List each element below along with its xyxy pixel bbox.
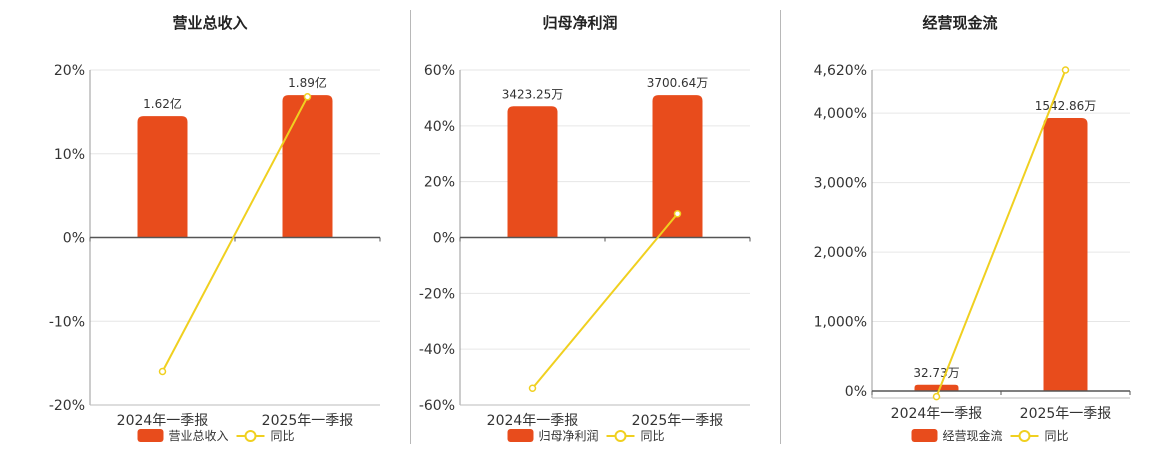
bar-value-label: 3700.64万 (647, 76, 709, 90)
legend-line-marker (614, 430, 627, 442)
legend-bar-label: 归母净利润 (539, 429, 599, 443)
y-tick-label: 20% (424, 175, 455, 191)
y-tick-label: -40% (419, 342, 455, 358)
yoy-point (932, 392, 941, 401)
legend-line-label: 同比 (1045, 429, 1069, 443)
x-category-label: 2024年一季报 (891, 406, 983, 422)
bar-value-label: 1.62亿 (143, 96, 182, 111)
bar-value-label: 1542.86万 (1035, 99, 1097, 113)
x-category-label: 2025年一季报 (1020, 406, 1112, 422)
legend-line-marker (1018, 430, 1031, 442)
yoy-line (161, 96, 309, 372)
net-profit-chart: 归母净利润 60% 40% 20% 0% -20% -40% -60% 3423.25万 3700… (419, 14, 751, 443)
bar (282, 95, 333, 238)
bar (914, 384, 959, 392)
chart-panel-revenue: 营业总收入 20% 10% 0% -10% -20% 1.62亿 1.89亿 2024年一季报 2… (0, 0, 381, 450)
yoy-point (158, 367, 167, 376)
chart-title: 营业总收入 (172, 14, 247, 32)
bar-value-label: 3423.25万 (502, 87, 564, 101)
y-tick-label: -60% (419, 398, 455, 414)
y-tick-label: -10% (49, 314, 85, 330)
y-tick-label: 0% (63, 231, 85, 247)
yoy-point (1061, 66, 1070, 74)
y-tick-label: 60% (424, 63, 455, 79)
bar (137, 116, 188, 238)
legend-bar-swatch (137, 429, 164, 442)
yoy-point (528, 384, 537, 392)
x-category-label: 2024年一季报 (117, 413, 209, 429)
x-category-label: 2025年一季报 (262, 413, 354, 429)
x-category-label: 2025年一季报 (632, 413, 724, 429)
chart-title: 归母净利润 (542, 14, 617, 32)
bar-value-label: 32.73万 (913, 366, 959, 380)
y-tick-label: -20% (419, 286, 455, 302)
chart-title: 经营现金流 (922, 14, 997, 32)
panel-divider (780, 10, 781, 444)
yoy-line (935, 69, 1067, 397)
legend-bar-swatch (911, 429, 938, 442)
yoy-point (303, 93, 312, 101)
y-tick-label: 1,000% (814, 315, 867, 331)
revenue-chart: 营业总收入 20% 10% 0% -10% -20% 1.62亿 1.89亿 2024年一季报 2… (49, 14, 381, 443)
chart-panel-net-profit: 归母净利润 60% 40% 20% 0% -20% -40% -60% 3423.25万 3700… (370, 0, 751, 450)
bar (1043, 117, 1088, 392)
panel-divider (410, 10, 411, 444)
y-tick-label: 3,000% (814, 176, 867, 192)
y-tick-label: 0% (845, 384, 867, 400)
bar (652, 95, 703, 238)
yoy-line (531, 213, 679, 389)
bar (507, 106, 558, 238)
y-tick-label: 4,000% (814, 106, 867, 122)
x-category-label: 2024年一季报 (487, 413, 579, 429)
y-tick-label: 10% (54, 147, 85, 163)
yoy-point (673, 210, 682, 218)
legend-bar-label: 营业总收入 (169, 429, 229, 443)
legend-bar-label: 经营现金流 (943, 428, 1003, 443)
y-tick-label: 20% (54, 63, 85, 79)
legend-line-label: 同比 (641, 429, 665, 443)
y-tick-label: 2,000% (814, 245, 867, 261)
legend-line-label: 同比 (271, 429, 295, 443)
bar-value-label: 1.89亿 (288, 75, 327, 90)
y-tick-label: 40% (424, 119, 455, 135)
legend-line-marker (244, 430, 257, 442)
chart-panel-cashflow: 经营现金流 4,620% 4,000% 3,000% 2,000% 1,000% 0% 32.… (740, 0, 1131, 450)
legend-bar-swatch (507, 429, 534, 442)
y-tick-label: -20% (49, 398, 85, 414)
y-tick-label: 4,620% (814, 63, 867, 79)
cashflow-chart: 经营现金流 4,620% 4,000% 3,000% 2,000% 1,000% 0% 32.… (814, 14, 1131, 443)
y-tick-label: 0% (433, 231, 455, 247)
